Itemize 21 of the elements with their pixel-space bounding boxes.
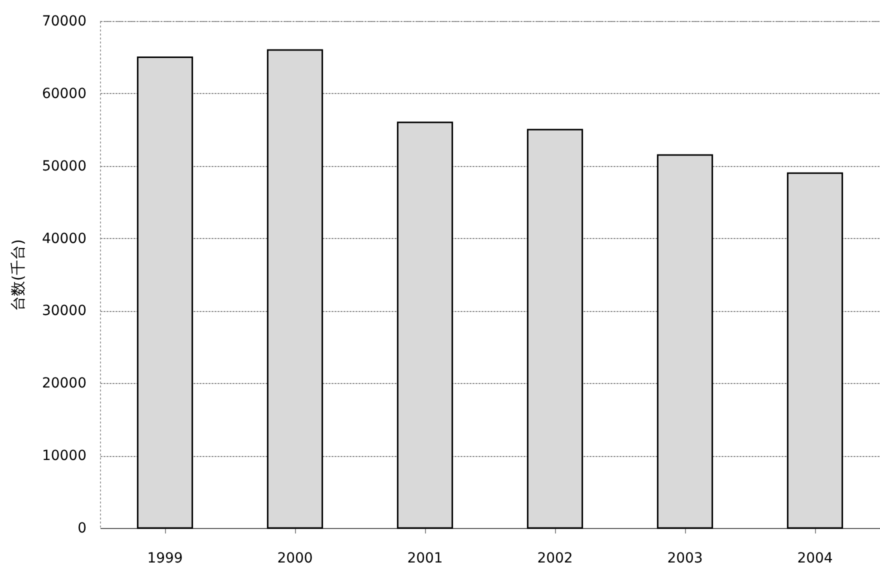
x-tick-label: 2001 bbox=[407, 550, 443, 566]
y-tick-label: 40000 bbox=[42, 230, 86, 247]
bar bbox=[786, 172, 844, 529]
y-tick-label: 60000 bbox=[42, 86, 86, 102]
bar bbox=[136, 56, 194, 529]
bar bbox=[656, 154, 714, 529]
y-axis-title: 台数(千台) bbox=[8, 239, 27, 311]
y-tick-label: 30000 bbox=[42, 303, 86, 320]
x-tick-label: 2004 bbox=[797, 550, 833, 566]
y-tick-label: 70000 bbox=[42, 14, 86, 30]
y-tick-label: 0 bbox=[78, 520, 86, 536]
x-tick-label: 2000 bbox=[277, 550, 313, 566]
x-tick-label: 2002 bbox=[537, 550, 573, 566]
x-tick-label: 1999 bbox=[147, 550, 183, 566]
bar bbox=[526, 128, 584, 529]
x-tick-label: 2003 bbox=[667, 550, 703, 566]
y-tick-label: 50000 bbox=[42, 158, 86, 174]
y-tick-label: 10000 bbox=[42, 448, 86, 464]
bar bbox=[396, 122, 454, 529]
bar bbox=[266, 49, 324, 529]
y-tick-label: 20000 bbox=[42, 376, 86, 392]
